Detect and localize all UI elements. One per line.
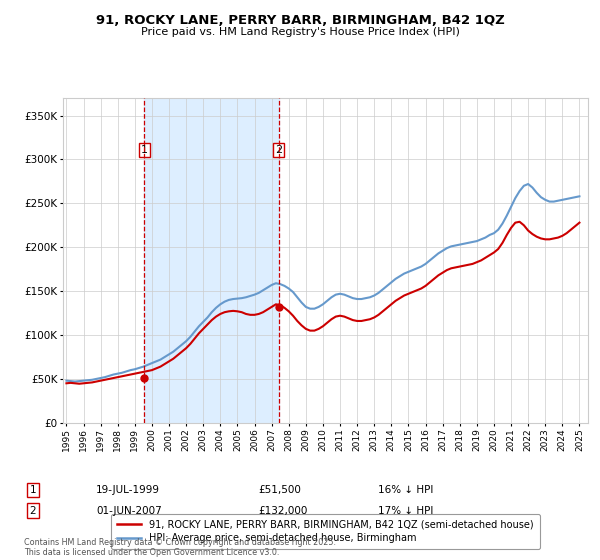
Text: 2: 2 (29, 506, 37, 516)
Text: Contains HM Land Registry data © Crown copyright and database right 2025.
This d: Contains HM Land Registry data © Crown c… (24, 538, 336, 557)
Text: Price paid vs. HM Land Registry's House Price Index (HPI): Price paid vs. HM Land Registry's House … (140, 27, 460, 37)
Legend: 91, ROCKY LANE, PERRY BARR, BIRMINGHAM, B42 1QZ (semi-detached house), HPI: Aver: 91, ROCKY LANE, PERRY BARR, BIRMINGHAM, … (112, 514, 539, 549)
Text: £51,500: £51,500 (258, 485, 301, 495)
Text: 16% ↓ HPI: 16% ↓ HPI (378, 485, 433, 495)
Text: 19-JUL-1999: 19-JUL-1999 (96, 485, 160, 495)
Text: 17% ↓ HPI: 17% ↓ HPI (378, 506, 433, 516)
Text: 1: 1 (141, 145, 148, 155)
Text: 01-JUN-2007: 01-JUN-2007 (96, 506, 162, 516)
Text: £132,000: £132,000 (258, 506, 307, 516)
Text: 91, ROCKY LANE, PERRY BARR, BIRMINGHAM, B42 1QZ: 91, ROCKY LANE, PERRY BARR, BIRMINGHAM, … (95, 14, 505, 27)
Text: 1: 1 (29, 485, 37, 495)
Bar (144, 98, 279, 423)
Text: 2: 2 (275, 145, 283, 155)
